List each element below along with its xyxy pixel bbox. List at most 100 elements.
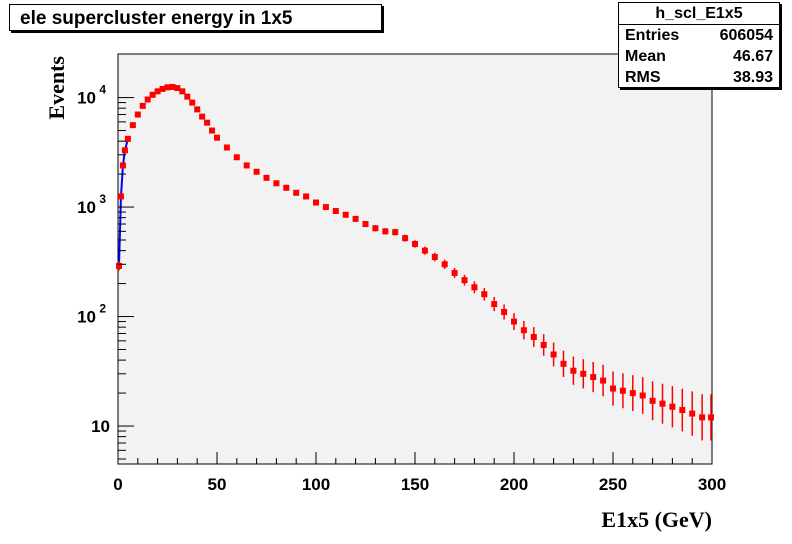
- x-tick-label: 200: [500, 475, 528, 494]
- data-point: [471, 284, 478, 291]
- data-point: [540, 341, 547, 348]
- data-point: [121, 147, 128, 154]
- data-point: [189, 99, 196, 106]
- data-point: [164, 84, 171, 91]
- stats-value: 46.67: [732, 48, 773, 65]
- data-point: [708, 414, 715, 421]
- data-point: [501, 309, 508, 316]
- data-point: [149, 91, 156, 98]
- data-point: [481, 291, 488, 298]
- y-tick-label: 10: [77, 198, 96, 217]
- data-point: [392, 229, 399, 236]
- data-point: [669, 403, 676, 410]
- stats-row-mean: Mean 46.67: [619, 46, 779, 67]
- data-point: [421, 247, 428, 254]
- data-point: [283, 184, 290, 191]
- data-point: [610, 385, 616, 392]
- data-point: [679, 407, 686, 414]
- data-point: [263, 174, 270, 181]
- data-point: [204, 119, 211, 126]
- x-tick-label: 100: [302, 475, 330, 494]
- data-point: [382, 228, 389, 235]
- stats-value: 38.93: [732, 69, 773, 86]
- stats-label: Entries: [625, 27, 680, 44]
- stats-row-rms: RMS 38.93: [619, 67, 779, 88]
- y-tick-label: 10: [91, 417, 110, 436]
- data-point: [629, 390, 636, 397]
- data-point: [209, 127, 216, 134]
- data-point: [441, 261, 448, 268]
- data-point: [332, 208, 339, 215]
- data-point: [530, 334, 537, 341]
- stats-value: 606054: [719, 27, 773, 44]
- data-point: [253, 168, 260, 175]
- data-point: [520, 327, 527, 334]
- x-tick-label: 0: [113, 475, 122, 494]
- data-point: [699, 414, 706, 421]
- data-point: [659, 400, 666, 407]
- x-axis-title: E1x5 (GeV): [601, 507, 712, 532]
- data-point: [639, 392, 646, 399]
- data-point: [590, 374, 597, 381]
- x-tick-label: 150: [401, 475, 429, 494]
- data-point: [243, 162, 250, 169]
- stats-row-entries: Entries 606054: [619, 25, 779, 46]
- data-point: [619, 387, 626, 394]
- data-point: [560, 360, 567, 367]
- y-tick-exponent: 3: [99, 192, 106, 206]
- data-point: [169, 83, 176, 90]
- data-point: [129, 122, 136, 129]
- data-point: [154, 88, 161, 95]
- data-point: [144, 96, 151, 103]
- data-point: [293, 189, 300, 196]
- data-point: [372, 225, 379, 232]
- chart-title: ele supercluster energy in 1x5: [9, 4, 382, 31]
- data-point: [412, 240, 418, 247]
- data-point: [352, 215, 359, 222]
- data-point: [214, 134, 220, 141]
- data-marks: [115, 83, 715, 441]
- y-tick-label: 10: [77, 308, 96, 327]
- data-point: [402, 235, 409, 242]
- data-point: [431, 253, 438, 260]
- x-tick-label: 50: [208, 475, 227, 494]
- data-point: [649, 397, 656, 404]
- data-point: [273, 180, 280, 187]
- data-point: [550, 351, 557, 358]
- y-axis-title: Events: [44, 56, 69, 120]
- data-point: [451, 269, 458, 276]
- x-tick-label: 300: [698, 475, 726, 494]
- data-point: [134, 111, 141, 118]
- data-point: [511, 318, 517, 325]
- data-point: [159, 85, 166, 92]
- data-point: [600, 377, 607, 384]
- data-point: [570, 367, 577, 374]
- data-point: [117, 193, 124, 200]
- data-point: [491, 301, 498, 308]
- data-point: [461, 277, 468, 284]
- data-point: [139, 102, 146, 109]
- data-point: [689, 410, 696, 417]
- data-point: [223, 144, 230, 151]
- data-point: [199, 113, 206, 120]
- data-point: [184, 93, 191, 100]
- stats-label: Mean: [625, 48, 666, 65]
- data-point: [303, 193, 310, 200]
- data-point: [194, 106, 201, 113]
- data-point: [313, 199, 319, 206]
- y-tick-label: 10: [77, 89, 96, 108]
- data-point: [233, 154, 240, 161]
- data-point: [115, 262, 122, 269]
- data-point: [580, 370, 587, 377]
- data-point: [174, 85, 181, 92]
- y-tick-exponent: 2: [99, 302, 106, 316]
- data-point: [179, 88, 186, 95]
- stats-box: h_scl_E1x5 Entries 606054 Mean 46.67 RMS…: [618, 2, 780, 88]
- x-tick-label: 250: [599, 475, 627, 494]
- data-point: [322, 204, 329, 211]
- stats-label: RMS: [625, 69, 661, 86]
- data-point: [119, 162, 126, 169]
- data-point: [362, 221, 369, 228]
